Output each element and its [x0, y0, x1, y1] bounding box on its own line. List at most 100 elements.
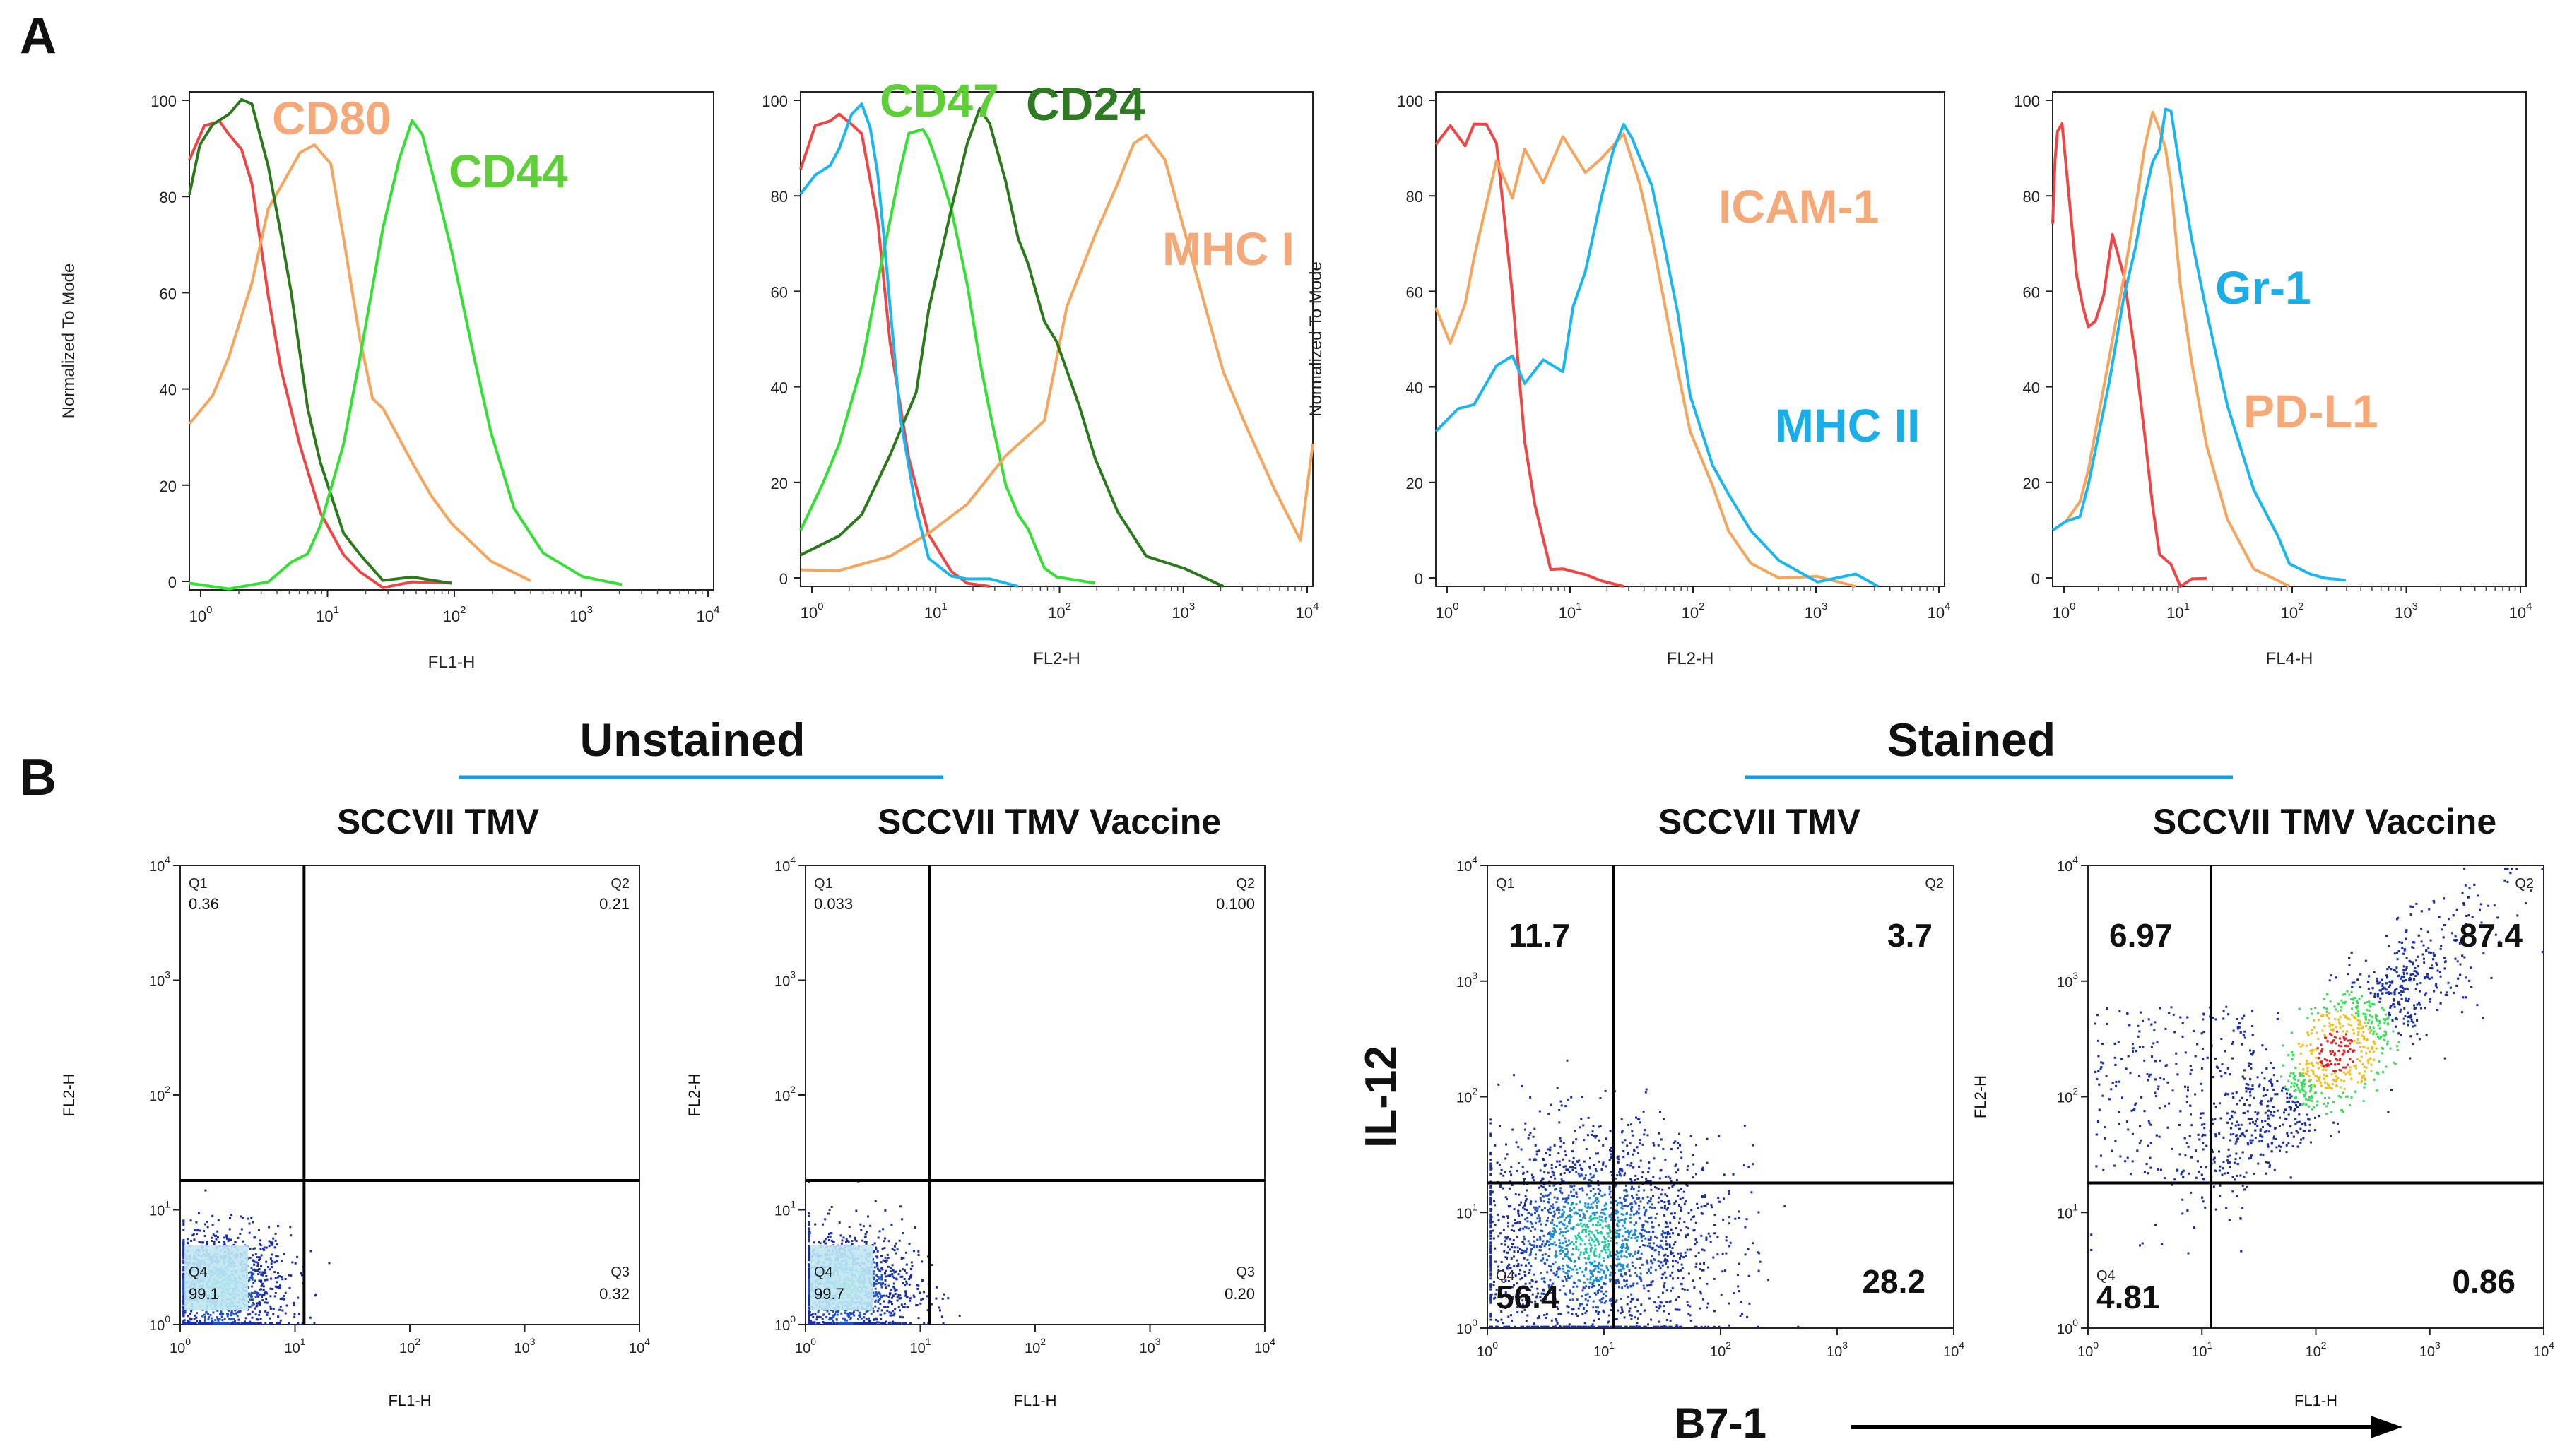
event-dot: [252, 1221, 254, 1224]
event-dot: [1575, 1245, 1578, 1248]
event-dot: [1598, 1289, 1600, 1291]
event-dot: [1571, 1195, 1574, 1197]
event-dot: [844, 1312, 846, 1315]
event-dot: [1616, 1232, 1618, 1235]
event-dot: [276, 1322, 278, 1325]
event-dot: [1648, 1284, 1651, 1286]
event-dot: [1665, 1319, 1668, 1321]
event-dot: [822, 1313, 825, 1316]
event-dot: [908, 1278, 911, 1280]
x-tick-label: 103: [2419, 1339, 2441, 1360]
quadrant-q2-value: 3.7: [1887, 917, 1933, 954]
event-dot: [1671, 1271, 1674, 1274]
event-dot: [1670, 1229, 1673, 1231]
event-dot: [260, 1265, 262, 1267]
event-dot: [1652, 1176, 1655, 1178]
event-dot: [201, 1315, 204, 1318]
event-dot: [1637, 1317, 1639, 1320]
event-dot: [1559, 1145, 1562, 1148]
quadrant-q1-value: 11.7: [1509, 917, 1570, 954]
event-dot: [183, 1319, 186, 1322]
event-dot: [1556, 1267, 1559, 1270]
quadrant-q2-label: Q2: [610, 876, 630, 892]
event-dot: [808, 1286, 810, 1289]
event-dot: [1583, 1160, 1586, 1163]
event-dot: [808, 1313, 810, 1315]
event-dot: [855, 1209, 858, 1212]
event-dot: [1489, 1246, 1492, 1249]
event-dot: [1617, 1233, 1620, 1236]
event-dot: [187, 1320, 189, 1322]
event-dot: [1521, 1084, 1523, 1087]
event-dot: [224, 1322, 227, 1325]
event-dot: [1571, 1253, 1574, 1256]
event-dot: [1604, 1277, 1607, 1279]
plot-title: SCCVII TMV Vaccine: [878, 802, 1221, 841]
event-dot: [1635, 1193, 1638, 1196]
event-dot: [1552, 1215, 1555, 1217]
event-dot: [873, 1282, 875, 1284]
event-dot: [269, 1277, 272, 1280]
event-dot: [1534, 1221, 1537, 1224]
event-dot: [1659, 1244, 1662, 1247]
event-dot: [1552, 1262, 1555, 1265]
event-dot: [1629, 1255, 1631, 1257]
event-dot: [919, 1291, 921, 1294]
event-dot: [1509, 1205, 1511, 1207]
event-dot: [1507, 1315, 1510, 1318]
event-dot: [1605, 1137, 1608, 1140]
event-dot: [901, 1218, 904, 1221]
event-dot: [1569, 1214, 1571, 1217]
event-dot: [1675, 1324, 1678, 1327]
event-dot: [1589, 1190, 1592, 1192]
event-dot: [1639, 1267, 1641, 1269]
event-dot: [1675, 1179, 1678, 1181]
event-dot: [1564, 1105, 1567, 1108]
event-dot: [1559, 1228, 1562, 1231]
event-dot: [1677, 1269, 1680, 1272]
event-dot: [1517, 1146, 1520, 1149]
event-dot: [258, 1322, 261, 1325]
event-dot: [1608, 1229, 1611, 1231]
event-dot: [1550, 1211, 1552, 1214]
event-dot: [1575, 1241, 1578, 1243]
event-dot: [905, 1280, 908, 1283]
event-dot: [1603, 1245, 1606, 1248]
event-dot: [233, 1313, 236, 1316]
event-dot: [1675, 1163, 1677, 1166]
event-dot: [259, 1288, 261, 1291]
event-dot: [1668, 1200, 1670, 1202]
event-dot: [1579, 1222, 1582, 1225]
event-dot: [1692, 1163, 1695, 1166]
event-dot: [1600, 1298, 1603, 1301]
event-dot: [1585, 1148, 1588, 1151]
event-dot: [1521, 1241, 1524, 1243]
event-dot: [1569, 1291, 1572, 1294]
event-dot: [1632, 1166, 1635, 1168]
event-dot: [1669, 1300, 1672, 1303]
event-dot: [808, 1265, 810, 1268]
event-dot: [1587, 1185, 1590, 1188]
event-dot: [1573, 1207, 1576, 1209]
event-dot: [1603, 1212, 1605, 1215]
event-dot: [1725, 1239, 1728, 1242]
event-dot: [1651, 1225, 1654, 1228]
event-dot: [884, 1256, 887, 1259]
x-axis-label: FL2-H: [1033, 649, 1080, 668]
event-dot: [873, 1261, 876, 1264]
event-dot: [891, 1275, 894, 1278]
event-dot: [1665, 1236, 1667, 1239]
event-dot: [1558, 1239, 1561, 1241]
plot-frame: [805, 865, 1266, 1325]
event-dot: [1595, 1279, 1598, 1282]
event-dot: [1534, 1144, 1537, 1147]
event-dot: [935, 1297, 938, 1300]
event-dot: [1583, 1243, 1586, 1245]
event-dot: [888, 1299, 891, 1302]
event-dot: [209, 1313, 212, 1316]
x-axis-label: FL1-H: [388, 1392, 431, 1409]
event-dot: [297, 1296, 300, 1299]
event-dot: [1533, 1245, 1535, 1248]
event-dot: [1640, 1279, 1643, 1282]
event-dot: [866, 1309, 869, 1312]
